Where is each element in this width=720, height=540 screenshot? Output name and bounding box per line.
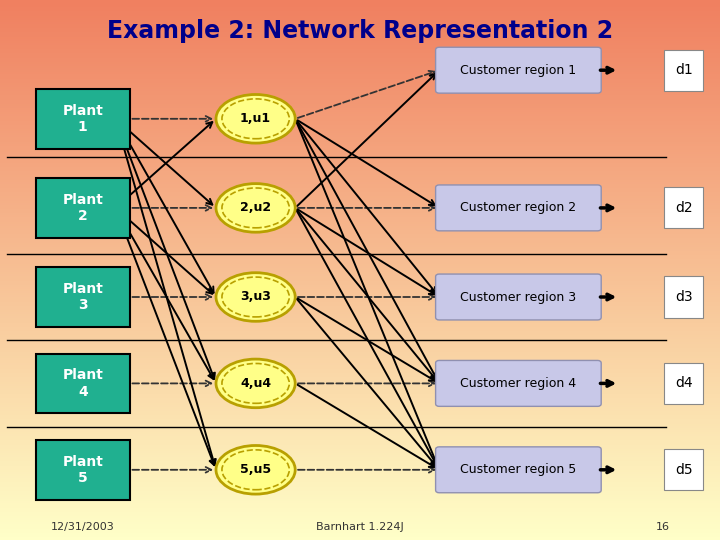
FancyBboxPatch shape bbox=[36, 178, 130, 238]
Text: 5,u5: 5,u5 bbox=[240, 463, 271, 476]
Text: d2: d2 bbox=[675, 201, 693, 215]
Text: 2,u2: 2,u2 bbox=[240, 201, 271, 214]
Text: Customer region 3: Customer region 3 bbox=[460, 291, 577, 303]
Text: Customer region 4: Customer region 4 bbox=[460, 377, 577, 390]
Text: Plant
4: Plant 4 bbox=[63, 368, 103, 399]
Ellipse shape bbox=[216, 446, 295, 494]
Text: 16: 16 bbox=[656, 522, 670, 532]
Text: Customer region 5: Customer region 5 bbox=[460, 463, 577, 476]
Text: Plant
1: Plant 1 bbox=[63, 104, 103, 134]
Text: d5: d5 bbox=[675, 463, 693, 477]
FancyBboxPatch shape bbox=[36, 440, 130, 500]
Text: Customer region 2: Customer region 2 bbox=[460, 201, 577, 214]
Text: Barnhart 1.224J: Barnhart 1.224J bbox=[316, 522, 404, 532]
FancyBboxPatch shape bbox=[664, 187, 703, 228]
Ellipse shape bbox=[216, 94, 295, 143]
FancyBboxPatch shape bbox=[436, 185, 601, 231]
FancyBboxPatch shape bbox=[664, 449, 703, 490]
FancyBboxPatch shape bbox=[664, 50, 703, 91]
FancyBboxPatch shape bbox=[664, 363, 703, 404]
Text: d3: d3 bbox=[675, 290, 693, 304]
FancyBboxPatch shape bbox=[36, 267, 130, 327]
FancyBboxPatch shape bbox=[436, 447, 601, 492]
Text: d1: d1 bbox=[675, 63, 693, 77]
FancyBboxPatch shape bbox=[436, 361, 601, 406]
Text: Plant
5: Plant 5 bbox=[63, 455, 103, 485]
Text: 1,u1: 1,u1 bbox=[240, 112, 271, 125]
FancyBboxPatch shape bbox=[664, 276, 703, 318]
Ellipse shape bbox=[216, 184, 295, 232]
Text: 4,u4: 4,u4 bbox=[240, 377, 271, 390]
FancyBboxPatch shape bbox=[36, 354, 130, 413]
FancyBboxPatch shape bbox=[36, 89, 130, 148]
FancyBboxPatch shape bbox=[436, 274, 601, 320]
FancyBboxPatch shape bbox=[436, 47, 601, 93]
Text: Plant
2: Plant 2 bbox=[63, 193, 103, 223]
Ellipse shape bbox=[216, 359, 295, 408]
Text: Plant
3: Plant 3 bbox=[63, 282, 103, 312]
Text: 3,u3: 3,u3 bbox=[240, 291, 271, 303]
Ellipse shape bbox=[216, 273, 295, 321]
Text: 12/31/2003: 12/31/2003 bbox=[50, 522, 114, 532]
Text: Customer region 1: Customer region 1 bbox=[460, 64, 577, 77]
Text: d4: d4 bbox=[675, 376, 693, 390]
Text: Example 2: Network Representation 2: Example 2: Network Representation 2 bbox=[107, 19, 613, 43]
